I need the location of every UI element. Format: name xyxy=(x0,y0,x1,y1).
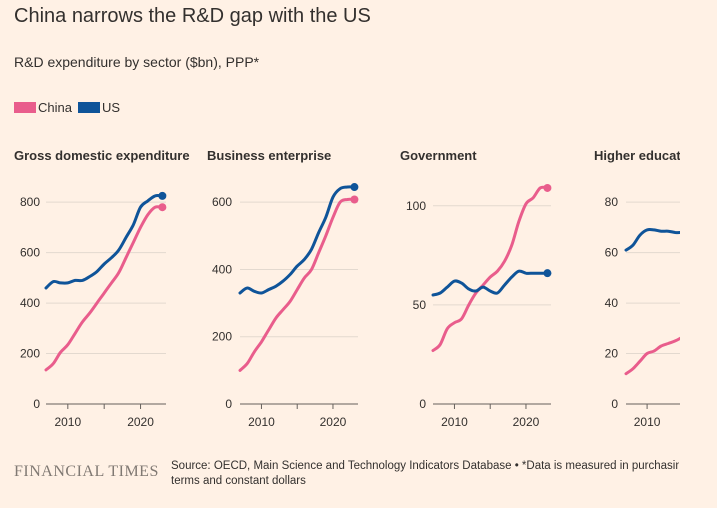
chart-title: China narrows the R&D gap with the US xyxy=(14,5,371,27)
chart-panel-2: Business enterprise 0 200 400 600 2010 2020 xyxy=(207,148,359,429)
y-tick-label: 400 xyxy=(212,262,232,276)
legend-label-us: US xyxy=(101,100,121,115)
end-marker-us xyxy=(543,269,552,278)
panel-title: Business enterprise xyxy=(207,148,331,163)
legend-label-china: China xyxy=(38,100,72,115)
series-line-us xyxy=(431,269,549,297)
panel-title: Gross domestic expenditure xyxy=(14,148,190,163)
legend-item-us: US xyxy=(77,100,121,115)
x-tick-label: 2020 xyxy=(513,415,540,429)
series-line-us xyxy=(624,227,680,252)
series-line-us xyxy=(238,185,356,295)
x-tick-label: 2010 xyxy=(54,415,81,429)
x-tick-label: 2020 xyxy=(704,415,717,429)
x-tick-label: 2020 xyxy=(127,415,154,429)
y-tick-label: 400 xyxy=(20,296,40,310)
series-line-china xyxy=(44,205,164,372)
x-tick-label: 2010 xyxy=(441,415,468,429)
y-tick-label: 800 xyxy=(20,195,40,209)
end-marker-china xyxy=(158,203,167,212)
source-note: Source: OECD, Main Science and Technolog… xyxy=(171,459,679,489)
y-tick-label: 600 xyxy=(212,195,232,209)
chart-subtitle: R&D expenditure by sector ($bn), PPP* xyxy=(14,54,260,70)
legend: China US xyxy=(14,100,126,115)
y-tick-label: 200 xyxy=(212,330,232,344)
chart-panel-4: Higher educati 0 20 40 60 80 2010 2020 xyxy=(594,148,717,429)
y-tick-label: 60 xyxy=(605,246,619,260)
y-tick-label: 50 xyxy=(413,298,427,312)
y-tick-label: 100 xyxy=(406,199,426,213)
end-marker-us xyxy=(350,183,359,192)
legend-swatch-china xyxy=(14,102,36,113)
legend-item-china: China xyxy=(14,100,72,115)
series-line-china xyxy=(624,336,680,376)
series-line-china xyxy=(431,185,549,352)
series-line-us xyxy=(44,194,164,290)
end-marker-china xyxy=(543,183,552,192)
ft-logo: FINANCIAL TIMES xyxy=(14,463,159,480)
y-tick-label: 40 xyxy=(605,296,619,310)
y-tick-label: 0 xyxy=(419,397,426,411)
end-marker-us xyxy=(158,191,167,200)
y-tick-label: 200 xyxy=(20,347,40,361)
source-note-line-2: terms and constant dollars xyxy=(171,475,306,487)
panel-title: Government xyxy=(400,148,477,163)
panel-title: Higher educati xyxy=(594,148,684,163)
end-marker-china xyxy=(350,195,359,204)
y-tick-label: 0 xyxy=(611,397,618,411)
source-note-line-1: Source: OECD, Main Science and Technolog… xyxy=(171,460,679,472)
series-line-china xyxy=(238,197,356,372)
y-tick-label: 80 xyxy=(605,195,619,209)
y-tick-label: 0 xyxy=(33,397,40,411)
y-tick-label: 20 xyxy=(605,347,619,361)
y-tick-label: 0 xyxy=(225,397,232,411)
legend-swatch-us xyxy=(77,102,100,113)
x-tick-label: 2010 xyxy=(248,415,275,429)
chart-panel-1: Gross domestic expenditure 0 200 400 600 800 2… xyxy=(14,148,190,429)
chart-panel-3: Government 0 50 100 2010 2020 xyxy=(400,148,552,429)
x-tick-label: 2010 xyxy=(634,415,661,429)
x-tick-label: 2020 xyxy=(320,415,347,429)
y-tick-label: 600 xyxy=(20,246,40,260)
